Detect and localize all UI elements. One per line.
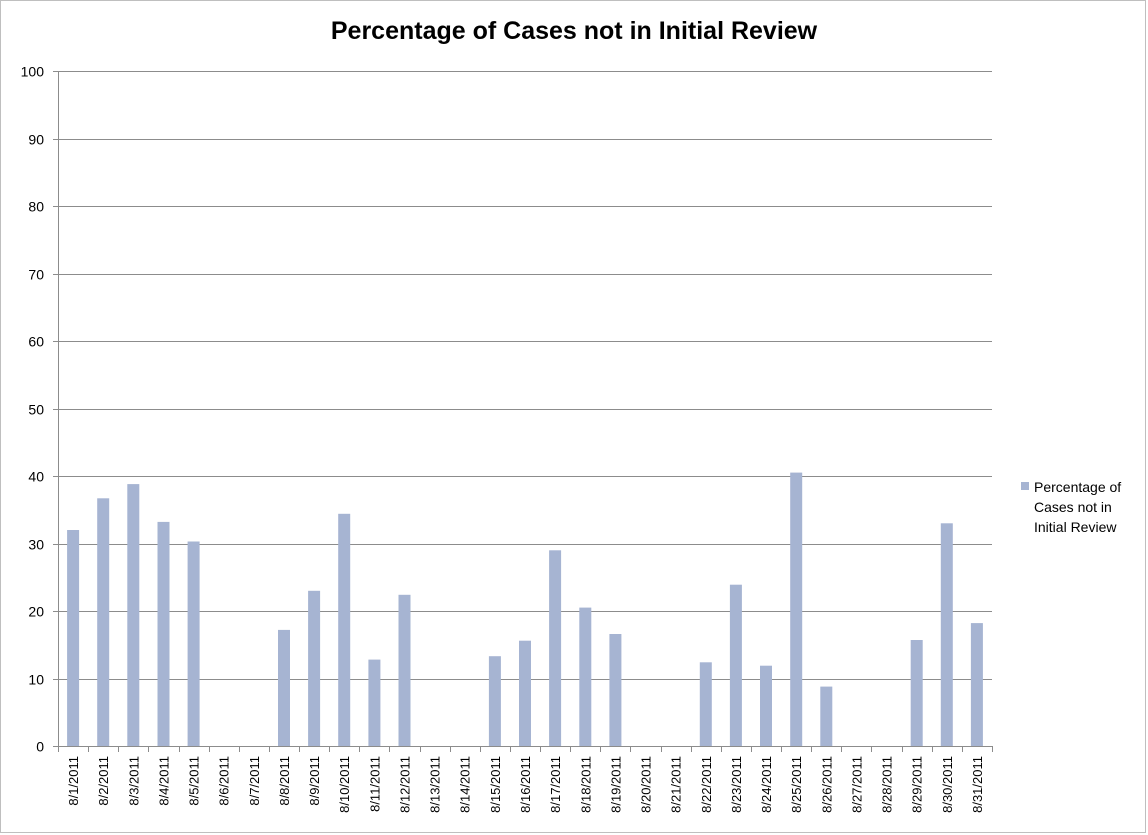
x-tick-label: 8/27/2011 xyxy=(849,756,864,813)
bar-8/9/2011 xyxy=(308,590,321,747)
y-tick-label: 60 xyxy=(28,334,44,350)
bar-8/16/2011 xyxy=(519,640,531,746)
bar-8/25/2011 xyxy=(790,472,803,746)
legend-entry: Percentage of Cases not in Initial Revie… xyxy=(1034,479,1122,535)
bar-8/12/2011 xyxy=(398,594,411,746)
x-tick-label: 8/18/2011 xyxy=(578,756,593,813)
bars xyxy=(67,472,983,747)
bar-8/31/2011 xyxy=(970,623,983,746)
bar-8/1/2011 xyxy=(67,530,80,746)
x-tick-label: 8/19/2011 xyxy=(608,756,623,813)
axes xyxy=(53,71,993,752)
bar-8/19/2011 xyxy=(609,634,622,746)
x-tick-label: 8/24/2011 xyxy=(759,756,774,813)
y-tick-label: 90 xyxy=(28,132,44,148)
y-tick-label: 70 xyxy=(28,267,44,283)
bar-8/29/2011 xyxy=(910,640,923,746)
x-tick-label: 8/2/2011 xyxy=(96,756,111,806)
bar-8/15/2011 xyxy=(488,656,501,746)
y-tick-label: 30 xyxy=(28,537,44,553)
x-tick-label: 8/8/2011 xyxy=(277,756,292,806)
x-tick-label: 8/10/2011 xyxy=(337,756,352,813)
y-tick-label: 50 xyxy=(28,402,44,418)
bar-8/24/2011 xyxy=(760,665,772,746)
x-tick-label: 8/23/2011 xyxy=(729,756,744,813)
x-tick-label: 8/15/2011 xyxy=(488,756,503,813)
y-tick-label: 0 xyxy=(36,739,44,755)
bar-8/22/2011 xyxy=(699,662,712,746)
x-tick-label: 8/9/2011 xyxy=(307,756,322,806)
x-tick-label: 8/31/2011 xyxy=(970,756,985,813)
bar-8/17/2011 xyxy=(549,550,562,747)
bar-8/2/2011 xyxy=(97,498,110,746)
x-tick-label: 8/1/2011 xyxy=(66,756,81,806)
bar-8/18/2011 xyxy=(579,607,592,746)
y-tick-label: 100 xyxy=(21,64,45,80)
x-tick-label: 8/3/2011 xyxy=(126,756,141,806)
x-tick-label: 8/30/2011 xyxy=(940,756,955,813)
bar-8/26/2011 xyxy=(820,686,833,746)
x-tick-label: 8/28/2011 xyxy=(880,756,895,813)
x-tick-label: 8/17/2011 xyxy=(548,756,563,813)
chart-title: Percentage of Cases not in Initial Revie… xyxy=(330,17,818,45)
bar-8/10/2011 xyxy=(338,513,351,746)
gridlines xyxy=(58,71,992,680)
x-tick-label: 8/12/2011 xyxy=(397,756,412,813)
x-tick-label: 8/4/2011 xyxy=(156,756,171,806)
x-tick-label: 8/20/2011 xyxy=(639,756,654,813)
x-tick-label: 8/29/2011 xyxy=(910,756,925,813)
bar-8/4/2011 xyxy=(157,521,170,746)
x-tick-label: 8/5/2011 xyxy=(187,756,202,806)
y-tick-label: 80 xyxy=(28,199,44,215)
x-tick-label: 8/26/2011 xyxy=(819,756,834,813)
bar-8/30/2011 xyxy=(940,523,953,747)
y-tick-label: 10 xyxy=(28,672,44,688)
x-tick-label: 8/21/2011 xyxy=(669,756,684,813)
y-axis-tick-labels: 0 10 20 30 40 50 60 70 80 90 100 xyxy=(21,64,45,755)
bar-8/11/2011 xyxy=(368,659,381,746)
bar-8/5/2011 xyxy=(187,541,200,746)
x-tick-label: 8/13/2011 xyxy=(428,756,443,813)
y-tick-label: 40 xyxy=(28,469,44,485)
x-tick-label: 8/14/2011 xyxy=(458,756,473,813)
x-tick-label: 8/6/2011 xyxy=(217,756,232,806)
bar-8/23/2011 xyxy=(729,584,742,746)
bar-8/3/2011 xyxy=(127,484,140,746)
x-tick-label: 8/25/2011 xyxy=(789,756,804,813)
x-tick-label: 8/16/2011 xyxy=(518,756,533,813)
bar-8/8/2011 xyxy=(278,629,290,746)
x-tick-label: 8/22/2011 xyxy=(699,756,714,813)
x-axis-tick-labels: 8/1/2011 8/2/2011 8/3/2011 8/4/2011 8/5/2011… xyxy=(66,756,985,813)
x-tick-label: 8/11/2011 xyxy=(367,756,382,812)
legend-swatch xyxy=(1021,482,1029,490)
x-tick-label: 8/7/2011 xyxy=(247,756,262,806)
y-tick-label: 20 xyxy=(28,604,44,620)
